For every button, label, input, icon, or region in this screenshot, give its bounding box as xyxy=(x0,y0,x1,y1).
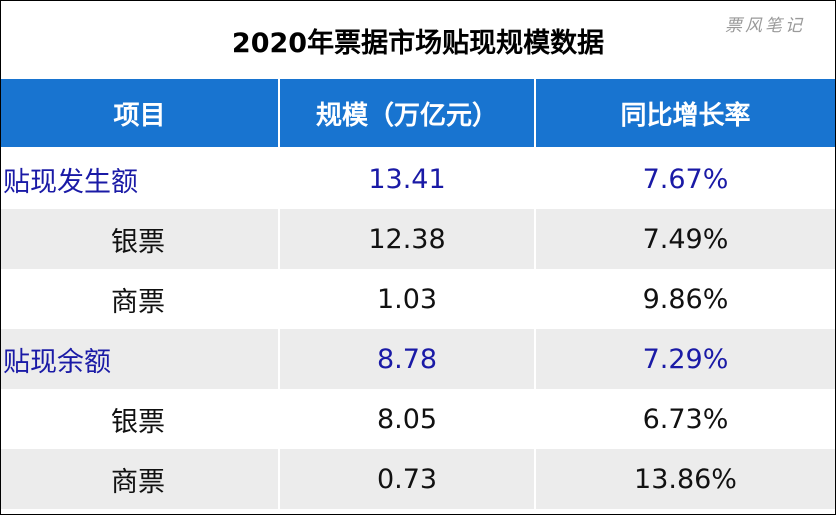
row-scale: 8.05 xyxy=(278,389,535,449)
row-item: 商票 xyxy=(1,269,279,329)
table-row: 银票 12.38 7.49% xyxy=(1,209,835,269)
row-scale: 13.41 xyxy=(278,148,535,209)
row-growth: 7.49% xyxy=(534,209,835,269)
table-row: 商票 0.73 13.86% xyxy=(1,449,835,509)
row-growth: 6.73% xyxy=(534,389,835,449)
table-row: 商票 1.03 9.86% xyxy=(1,269,835,329)
row-item: 贴现余额 xyxy=(1,329,279,389)
table-title: 2020年票据市场贴现规模数据 xyxy=(231,27,605,59)
watermark: 票风笔记 xyxy=(725,16,805,36)
row-item: 贴现发生额 xyxy=(1,148,279,209)
header-growth: 同比增长率 xyxy=(534,79,835,149)
row-scale: 8.78 xyxy=(278,329,535,389)
row-item: 银票 xyxy=(1,389,279,449)
row-scale: 1.03 xyxy=(278,269,535,329)
header-item: 项目 xyxy=(1,79,279,149)
table-row: 银票 8.05 6.73% xyxy=(1,389,835,449)
discount-data-table: 项目 规模（万亿元） 同比增长率 贴现发生额 13.41 7.67% 银票 12… xyxy=(1,79,835,509)
row-item: 商票 xyxy=(1,449,279,509)
row-scale: 0.73 xyxy=(278,449,535,509)
row-scale: 12.38 xyxy=(278,209,535,269)
table-row: 贴现发生额 13.41 7.67% xyxy=(1,148,835,209)
row-growth: 9.86% xyxy=(534,269,835,329)
header-row: 项目 规模（万亿元） 同比增长率 xyxy=(1,79,835,149)
row-growth: 13.86% xyxy=(534,449,835,509)
row-growth: 7.67% xyxy=(534,148,835,209)
row-item: 银票 xyxy=(1,209,279,269)
row-growth: 7.29% xyxy=(534,329,835,389)
table-row: 贴现余额 8.78 7.29% xyxy=(1,329,835,389)
header-scale: 规模（万亿元） xyxy=(278,79,535,149)
